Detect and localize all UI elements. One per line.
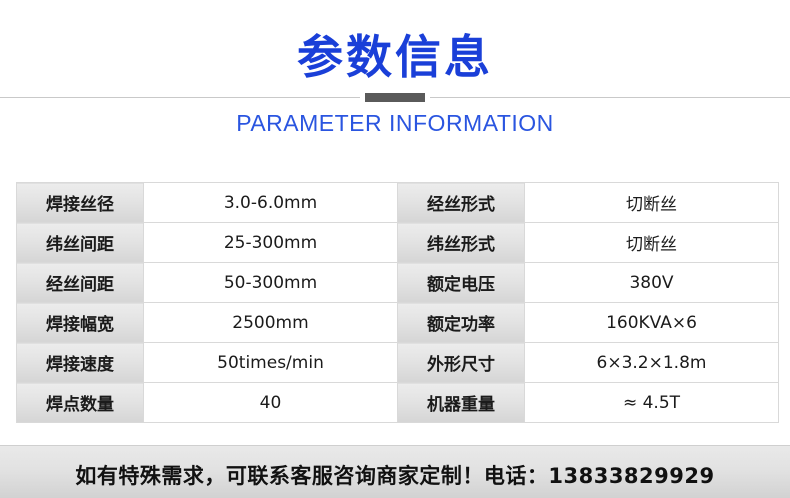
header-divider-right <box>430 97 790 98</box>
table-row: 焊接丝径 3.0-6.0mm 经丝形式 切断丝 <box>16 182 779 223</box>
param-value: 50-300mm <box>143 262 398 303</box>
param-value: 切断丝 <box>524 222 779 263</box>
param-label: 纬丝间距 <box>16 222 144 263</box>
param-label: 额定电压 <box>397 262 525 303</box>
parameter-table-wrapper: 焊接丝径 3.0-6.0mm 经丝形式 切断丝 纬丝间距 25-300mm 纬丝… <box>16 182 779 423</box>
param-value: 380V <box>524 262 779 303</box>
parameter-table: 焊接丝径 3.0-6.0mm 经丝形式 切断丝 纬丝间距 25-300mm 纬丝… <box>16 182 779 423</box>
footer-contact-text: 如有特殊需求，可联系客服咨询商家定制！电话：13833829929 <box>75 464 715 488</box>
param-label: 焊点数量 <box>16 382 144 423</box>
param-label: 额定功率 <box>397 302 525 343</box>
param-label: 纬丝形式 <box>397 222 525 263</box>
param-value: 2500mm <box>143 302 398 343</box>
param-label: 外形尺寸 <box>397 342 525 383</box>
param-value: 3.0-6.0mm <box>143 182 398 223</box>
param-label: 机器重量 <box>397 382 525 423</box>
param-value: 25-300mm <box>143 222 398 263</box>
param-value: ≈ 4.5T <box>524 382 779 423</box>
table-row: 纬丝间距 25-300mm 纬丝形式 切断丝 <box>16 222 779 263</box>
param-value: 160KVA×6 <box>524 302 779 343</box>
param-label: 焊接幅宽 <box>16 302 144 343</box>
param-label: 经丝形式 <box>397 182 525 223</box>
title-underline <box>365 93 425 102</box>
table-row: 焊点数量 40 机器重量 ≈ 4.5T <box>16 382 779 423</box>
header-divider-left <box>0 97 360 98</box>
table-row: 经丝间距 50-300mm 额定电压 380V <box>16 262 779 303</box>
param-label: 焊接丝径 <box>16 182 144 223</box>
page-subtitle: PARAMETER INFORMATION <box>236 110 554 136</box>
page-header: 参数信息 PARAMETER INFORMATION <box>0 0 790 150</box>
param-label: 经丝间距 <box>16 262 144 303</box>
param-label: 焊接速度 <box>16 342 144 383</box>
footer-bar: 如有特殊需求，可联系客服咨询商家定制！电话：13833829929 <box>0 445 790 498</box>
param-value: 6×3.2×1.8m <box>524 342 779 383</box>
param-value: 切断丝 <box>524 182 779 223</box>
param-value: 50times/min <box>143 342 398 383</box>
param-value: 40 <box>143 382 398 423</box>
table-row: 焊接幅宽 2500mm 额定功率 160KVA×6 <box>16 302 779 343</box>
table-row: 焊接速度 50times/min 外形尺寸 6×3.2×1.8m <box>16 342 779 383</box>
page-title: 参数信息 <box>297 30 493 84</box>
